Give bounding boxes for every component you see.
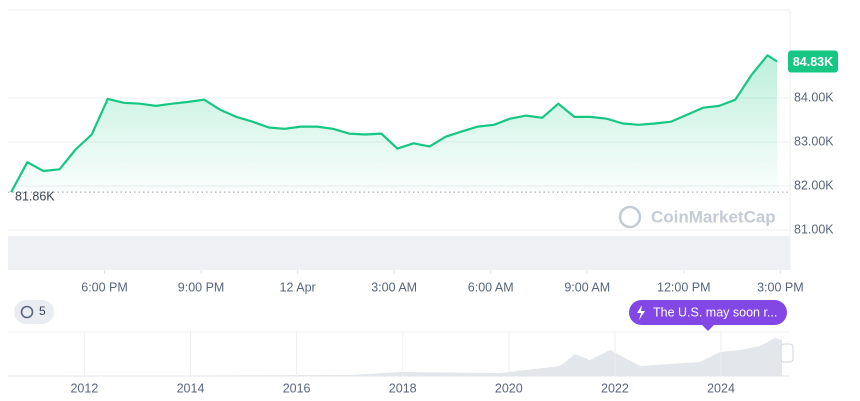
plot: 81.00K 82.00K 83.00K 84.00K 6:00 PM 9:00 PM 12… (8, 9, 838, 395)
news-pill[interactable]: The U.S. may soon r... (629, 300, 787, 331)
navigator-year: 2024 (707, 381, 735, 395)
watermark: CoinMarketCap (618, 205, 776, 229)
navigator-handle[interactable] (780, 343, 794, 363)
x-tick-label: 6:00 AM (468, 280, 514, 294)
navigator-year: 2014 (177, 381, 205, 395)
y-tick-label: 81.00K (794, 222, 834, 236)
price-bubble (788, 50, 838, 73)
badge-text: 5 (39, 304, 46, 318)
watermark-text: CoinMarketCap (651, 207, 776, 226)
price-line (10, 54, 778, 193)
navigator-year: 2016 (283, 381, 311, 395)
y-tick-label: 83.00K (794, 134, 834, 148)
navigator-year: 2012 (70, 381, 98, 395)
x-tick-label: 9:00 PM (178, 280, 225, 294)
x-tick-label: 12:00 PM (657, 280, 711, 294)
navigator-area (8, 338, 782, 376)
x-tick-label: 3:00 PM (757, 280, 804, 294)
navigator-year: 2020 (495, 381, 523, 395)
y-tick-label: 84.00K (794, 90, 834, 104)
history-badge[interactable]: 5 (14, 300, 54, 324)
x-tick-label: 6:00 PM (81, 280, 128, 294)
x-tick-label: 9:00 AM (564, 280, 610, 294)
x-tick-label: 12 Apr (280, 280, 316, 294)
news-text: The U.S. may soon r... (653, 305, 777, 319)
navigator-year: 2018 (389, 381, 417, 395)
area (11, 55, 778, 193)
open-label: 81.86K (15, 189, 55, 203)
navigator-year: 2022 (601, 381, 629, 395)
volume-band (8, 236, 790, 270)
y-tick-label: 82.00K (794, 178, 834, 192)
price-label: 84.83K (793, 55, 833, 69)
x-tick-label: 3:00 AM (371, 280, 417, 294)
